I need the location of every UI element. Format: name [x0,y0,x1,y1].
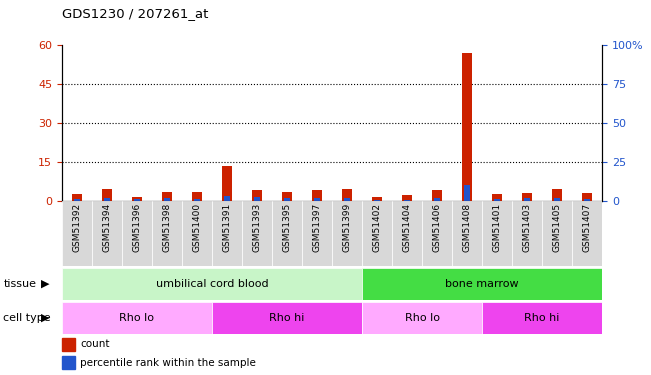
Bar [132,197,142,201]
Text: GSM51395: GSM51395 [283,202,292,252]
FancyBboxPatch shape [152,201,182,266]
Bar [102,189,112,201]
Text: GSM51400: GSM51400 [193,202,201,252]
Text: count: count [80,339,109,349]
Text: umbilical cord blood: umbilical cord blood [156,279,268,289]
Text: GSM51406: GSM51406 [432,202,441,252]
Bar [402,195,412,201]
FancyBboxPatch shape [542,201,572,266]
Text: GSM51394: GSM51394 [102,202,111,252]
Bar [312,190,322,201]
FancyBboxPatch shape [392,201,422,266]
Text: ▶: ▶ [41,313,49,323]
Bar [464,185,470,201]
Text: GSM51397: GSM51397 [312,202,322,252]
Text: GSM51403: GSM51403 [523,202,532,252]
FancyBboxPatch shape [242,201,272,266]
Bar [161,192,172,201]
Text: GSM51391: GSM51391 [223,202,232,252]
Bar [585,199,590,201]
Text: GSM51392: GSM51392 [72,202,81,252]
Bar [314,198,320,201]
Bar [462,53,473,201]
Text: GSM51393: GSM51393 [253,202,262,252]
FancyBboxPatch shape [482,201,512,266]
Text: GSM51404: GSM51404 [402,202,411,252]
Bar [252,190,262,201]
Text: GSM51401: GSM51401 [493,202,502,252]
Bar [284,198,290,201]
Text: GSM51407: GSM51407 [583,202,592,252]
FancyBboxPatch shape [512,201,542,266]
Text: Rho hi: Rho hi [525,313,560,323]
FancyBboxPatch shape [422,201,452,266]
Text: percentile rank within the sample: percentile rank within the sample [80,358,256,368]
Bar [74,199,79,201]
Bar [494,200,500,201]
FancyBboxPatch shape [182,201,212,266]
Text: GDS1230 / 207261_at: GDS1230 / 207261_at [62,8,208,21]
Bar [62,338,75,351]
FancyBboxPatch shape [362,201,392,266]
Bar [374,200,380,201]
Bar [194,199,200,201]
Bar [372,197,382,201]
Bar [525,198,530,201]
Bar [104,198,109,201]
Bar [222,166,232,201]
Bar [492,194,503,201]
Bar [522,193,533,201]
Bar [224,196,230,201]
FancyBboxPatch shape [62,201,92,266]
Bar [191,192,202,201]
Bar [255,197,260,201]
Text: GSM51398: GSM51398 [162,202,171,252]
Bar [62,356,75,369]
Bar [555,198,560,201]
Text: Rho lo: Rho lo [119,313,154,323]
Bar [552,189,562,201]
FancyBboxPatch shape [122,201,152,266]
Bar [134,200,139,201]
Bar [582,193,592,201]
Text: GSM51399: GSM51399 [342,202,352,252]
FancyBboxPatch shape [362,268,602,300]
Bar [164,198,170,201]
Text: ▶: ▶ [41,279,49,289]
Text: GSM51402: GSM51402 [372,202,381,252]
FancyBboxPatch shape [572,201,602,266]
Bar [282,192,292,201]
Bar [72,194,82,201]
FancyBboxPatch shape [482,302,602,334]
Bar [434,198,440,201]
FancyBboxPatch shape [62,302,212,334]
FancyBboxPatch shape [302,201,332,266]
Text: GSM51405: GSM51405 [553,202,562,252]
Text: bone marrow: bone marrow [445,279,519,289]
Bar [344,198,350,201]
FancyBboxPatch shape [452,201,482,266]
Text: Rho lo: Rho lo [404,313,439,323]
Bar [404,200,409,201]
FancyBboxPatch shape [92,201,122,266]
Bar [342,189,352,201]
Text: GSM51408: GSM51408 [463,202,471,252]
Text: tissue: tissue [3,279,36,289]
FancyBboxPatch shape [62,268,362,300]
FancyBboxPatch shape [212,302,362,334]
FancyBboxPatch shape [272,201,302,266]
FancyBboxPatch shape [332,201,362,266]
FancyBboxPatch shape [212,201,242,266]
Text: Rho hi: Rho hi [270,313,305,323]
Bar [432,190,442,201]
FancyBboxPatch shape [362,302,482,334]
Text: cell type: cell type [3,313,51,323]
Text: GSM51396: GSM51396 [132,202,141,252]
